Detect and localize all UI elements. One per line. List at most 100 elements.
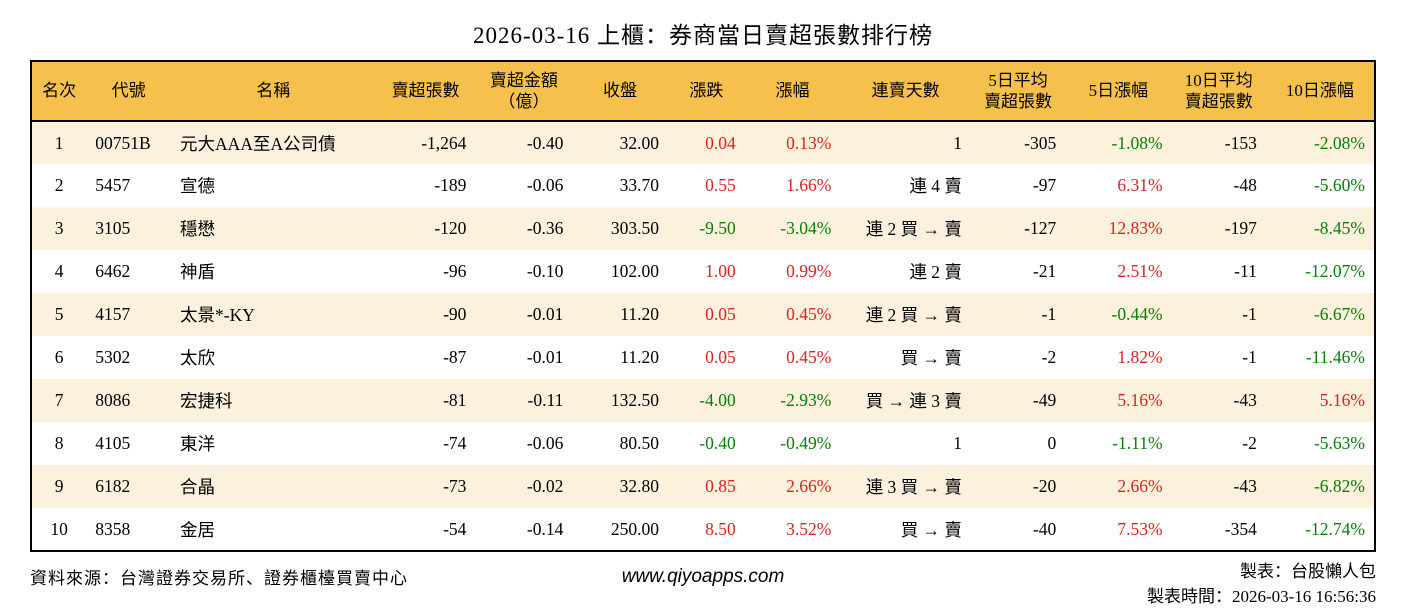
header-streak: 連賣天數: [840, 61, 971, 122]
header-row: 名次 代號 名稱 賣超張數 賣超金額 （億） 收盤 漲跌 漲幅 連賣天數 5日平…: [31, 61, 1375, 122]
cell-name: 金居: [180, 519, 216, 540]
table-header: 名次 代號 名稱 賣超張數 賣超金額 （億） 收盤 漲跌 漲幅 連賣天數 5日平…: [31, 61, 1375, 122]
header-change-pct: 漲幅: [744, 61, 841, 122]
header-close: 收盤: [572, 61, 668, 122]
cell-net_sell: -96: [443, 261, 467, 281]
cell-avg5: -49: [1032, 390, 1057, 410]
cell-net_sell: -120: [434, 218, 467, 238]
cell-change_pct: 2.66%: [786, 476, 832, 496]
table-row: 5 4157 太景*-KY -90 -0.01 11.20 0.05 0.45% 連 2 買 →…: [31, 293, 1375, 336]
header-code: 代號: [86, 61, 172, 122]
table-row: 9 6182 合晶 -73 -0.02 32.80 0.85 2.66% 連 3 買 → 賣 -2…: [31, 465, 1375, 508]
cell-amount: -0.36: [526, 218, 564, 238]
table-row: 3 3105 穩懋 -120 -0.36 303.50 -9.50 -3.04% 連 2 買 →…: [31, 207, 1375, 250]
cell-rank: 10: [50, 518, 68, 539]
table-row: 4 6462 神盾 -96 -0.10 102.00 1.00 0.99% 連 2 賣 -21 2.…: [31, 250, 1375, 293]
cell-pct5: 6.31%: [1117, 175, 1163, 195]
table-row: 10 8358 金居 -54 -0.14 250.00 8.50 3.52% 買 → 賣 -40 7…: [31, 508, 1375, 551]
cell-avg10: -11: [1234, 261, 1257, 281]
cell-pct10: 5.16%: [1319, 390, 1365, 410]
cell-change: -9.50: [699, 218, 736, 238]
cell-avg10: -1: [1242, 347, 1257, 367]
cell-avg5: -40: [1032, 518, 1057, 539]
cell-rank: 6: [54, 347, 64, 367]
cell-amount: -0.10: [526, 261, 564, 281]
cell-change_pct: -0.49%: [780, 433, 832, 453]
cell-name: 太欣: [180, 348, 216, 368]
cell-pct5: 5.16%: [1117, 390, 1163, 410]
cell-avg10: -43: [1233, 390, 1257, 410]
cell-code: 8358: [95, 518, 131, 539]
header-net-sell: 賣超張數: [375, 61, 476, 122]
cell-streak: 連 3 買 → 賣: [865, 477, 962, 497]
cell-change_pct: 3.52%: [786, 518, 832, 539]
cell-code: 4105: [95, 433, 131, 453]
cell-net_sell: -90: [443, 304, 467, 324]
cell-avg5: -97: [1032, 175, 1057, 195]
cell-code: 8086: [95, 390, 131, 410]
cell-avg5: -21: [1032, 261, 1057, 281]
cell-change: -0.40: [699, 433, 736, 453]
cell-change_pct: 0.45%: [786, 304, 832, 324]
cell-streak: 買 → 賣: [900, 348, 962, 368]
cell-name: 穩懋: [180, 219, 216, 239]
cell-amount: -0.11: [527, 390, 564, 410]
cell-change: 0.05: [705, 347, 736, 367]
cell-avg10: -197: [1224, 218, 1257, 238]
table-row: 6 5302 太欣 -87 -0.01 11.20 0.05 0.45% 買 → 賣 -2 1.82…: [31, 336, 1375, 379]
cell-name: 東洋: [180, 434, 216, 454]
header-rank: 名次: [31, 61, 87, 122]
cell-name: 合晶: [180, 477, 216, 497]
cell-avg10: -354: [1224, 518, 1257, 539]
cell-change_pct: 0.99%: [786, 261, 832, 281]
cell-rank: 1: [54, 132, 64, 153]
cell-change_pct: 0.45%: [786, 347, 832, 367]
header-change: 漲跌: [667, 61, 745, 122]
cell-net_sell: -1,264: [421, 132, 467, 153]
cell-code: 6462: [95, 261, 131, 281]
cell-change_pct: 1.66%: [786, 175, 832, 195]
cell-close: 11.20: [620, 304, 659, 324]
header-avg5: 5日平均 賣超張數: [970, 61, 1066, 122]
cell-avg10: -1: [1242, 304, 1257, 324]
cell-amount: -0.14: [526, 518, 564, 539]
cell-amount: -0.01: [526, 347, 564, 367]
cell-pct10: -8.45%: [1313, 218, 1365, 238]
cell-avg10: -48: [1233, 175, 1257, 195]
cell-close: 250.00: [610, 518, 659, 539]
cell-close: 32.00: [619, 132, 659, 153]
cell-streak: 連 2 賣: [909, 262, 962, 282]
cell-pct10: -5.63%: [1313, 433, 1365, 453]
cell-change_pct: -3.04%: [780, 218, 832, 238]
cell-streak: 連 2 買 → 賣: [865, 219, 962, 239]
cell-change_pct: -2.93%: [780, 390, 832, 410]
cell-streak: 連 4 賣: [909, 176, 962, 196]
cell-name: 太景*-KY: [180, 305, 255, 325]
table-row: 8 4105 東洋 -74 -0.06 80.50 -0.40 -0.49% 1 0 -1.11% -…: [31, 422, 1375, 465]
cell-pct5: 2.66%: [1117, 476, 1163, 496]
cell-net_sell: -54: [443, 518, 467, 539]
cell-name: 神盾: [180, 262, 216, 282]
cell-pct5: 2.51%: [1117, 261, 1163, 281]
cell-name: 宏捷科: [180, 391, 233, 411]
cell-rank: 2: [54, 175, 64, 195]
cell-close: 102.00: [610, 261, 659, 281]
cell-rank: 7: [54, 390, 64, 410]
ranking-table: 名次 代號 名稱 賣超張數 賣超金額 （億） 收盤 漲跌 漲幅 連賣天數 5日平…: [30, 60, 1376, 552]
cell-avg10: -2: [1242, 433, 1257, 453]
cell-pct10: -12.74%: [1305, 518, 1365, 539]
table-body: 1 00751B 元大AAA至A公司債 -1,264 -0.40 32.00 0.04 0.1…: [31, 121, 1375, 551]
cell-code: 6182: [95, 476, 131, 496]
cell-pct10: -6.67%: [1313, 304, 1365, 324]
maker-block: 製表：台股懶人包 製表時間：2026-03-16 16:56:36: [1147, 560, 1376, 609]
cell-pct5: -1.11%: [1112, 433, 1163, 453]
cell-code: 00751B: [95, 132, 151, 153]
cell-amount: -0.02: [526, 476, 564, 496]
cell-code: 5302: [95, 347, 131, 367]
cell-change: 0.05: [705, 304, 736, 324]
cell-close: 11.20: [620, 347, 659, 367]
cell-avg5: 0: [1047, 433, 1057, 453]
cell-pct10: -2.08%: [1313, 132, 1365, 153]
cell-avg5: -2: [1041, 347, 1057, 367]
